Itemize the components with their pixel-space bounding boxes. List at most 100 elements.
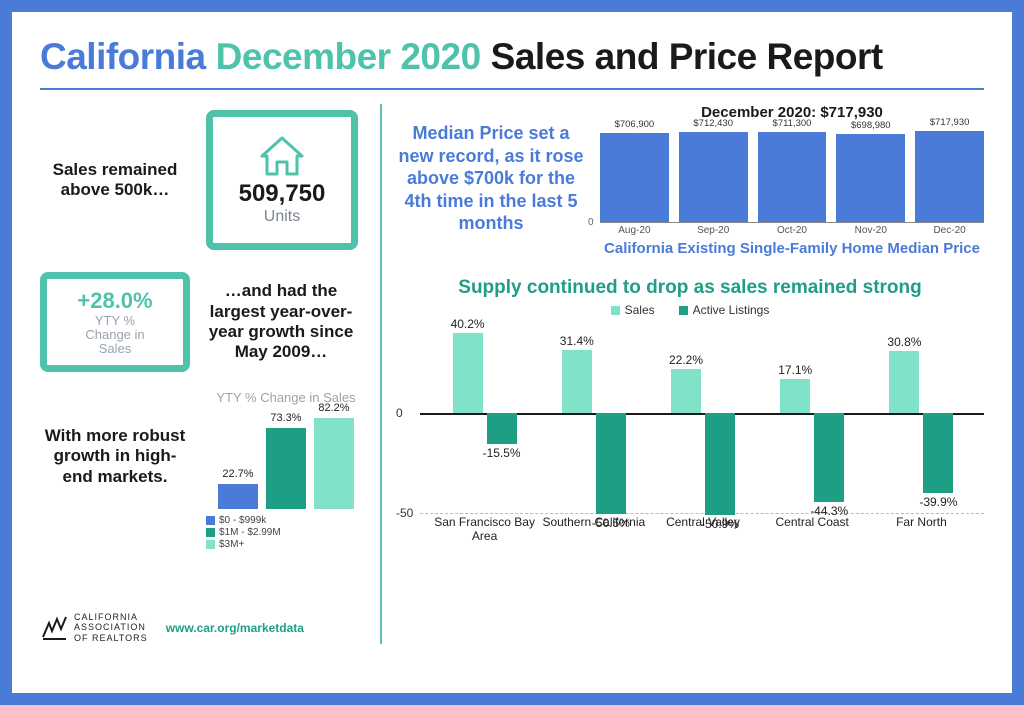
org-l1: CALIFORNIA <box>74 612 148 623</box>
yty-lbl-2: Change in <box>85 328 144 342</box>
supply-sales-value: 40.2% <box>438 317 498 331</box>
median-xlabel: Aug-20 <box>600 225 669 236</box>
supply-sales-bar <box>562 350 592 413</box>
median-xlabel: Oct-20 <box>758 225 827 236</box>
content-columns: Sales remained above 500k… 509,750 Units… <box>40 104 984 644</box>
right-column: Median Price set a new record, as it ros… <box>380 104 984 644</box>
left-row-2: +28.0% YTY % Change in Sales …and had th… <box>40 272 380 372</box>
supply-group: 31.4%-50.5% <box>539 323 648 523</box>
supply-xlabel: Central Valley <box>648 515 757 543</box>
marketdata-link[interactable]: www.car.org/marketdata <box>166 621 304 635</box>
car-org-text: CALIFORNIA ASSOCIATION OF REALTORS <box>74 612 148 644</box>
yty-bar-chart: YTY % Change in Sales 22.7%73.3%82.2% $0… <box>206 390 366 551</box>
legend-listings: Active Listings <box>679 303 770 317</box>
median-xlabel: Sep-20 <box>679 225 748 236</box>
supply-chart-groups: 40.2%-15.5%31.4%-50.5%22.2%-50.9%17.1%-4… <box>430 323 976 523</box>
yty-legend-swatch <box>206 540 215 549</box>
supply-xlabel: Far North <box>867 515 976 543</box>
largest-growth-text: …and had the largest year-over-year grow… <box>206 281 356 363</box>
yty-chart-legend: $0 - $999k$1M - $2.99M$3M+ <box>206 515 366 550</box>
median-bar: $711,300 <box>758 132 827 222</box>
supply-sales-value: 30.8% <box>874 335 934 349</box>
yty-bar: 73.3% <box>266 428 306 509</box>
median-zero-label: 0 <box>588 217 594 228</box>
robust-text: With more robust growth in high-end mark… <box>40 426 190 551</box>
yty-legend-item: $0 - $999k <box>206 515 366 526</box>
yty-legend-item: $1M - $2.99M <box>206 527 366 538</box>
median-bar: $712,430 <box>679 132 748 222</box>
legend-listings-label: Active Listings <box>693 303 770 317</box>
median-callout: Median Price set a new record, as it ros… <box>396 122 586 257</box>
median-bar-value: $717,930 <box>915 117 984 128</box>
report-page: California December 2020 Sales and Price… <box>12 12 1012 693</box>
median-bar: $706,900 <box>600 133 669 222</box>
realtors-icon <box>40 613 68 643</box>
supply-chart: 40.2%-15.5%31.4%-50.5%22.2%-50.9%17.1%-4… <box>396 323 984 543</box>
units-label: Units <box>264 208 300 226</box>
left-row-1: Sales remained above 500k… 509,750 Units <box>40 110 380 250</box>
supply-group: 22.2%-50.9% <box>648 323 757 523</box>
left-row-3: With more robust growth in high-end mark… <box>40 390 380 551</box>
median-chart-xlabels: Aug-20 Sep-20 Oct-20 Nov-20 Dec-20 <box>600 225 984 236</box>
yty-lbl-3: Sales <box>99 342 132 356</box>
left-footer: CALIFORNIA ASSOCIATION OF REALTORS www.c… <box>40 612 304 644</box>
median-price-chart: December 2020: $717,930 0 $706,900$712,4… <box>600 104 984 257</box>
supply-sales-bar <box>671 369 701 413</box>
supply-chart-xlabels: San Francisco Bay AreaSouthern Californi… <box>430 515 976 543</box>
supply-group: 17.1%-44.3% <box>758 323 867 523</box>
median-xlabel: Dec-20 <box>915 225 984 236</box>
title-part-1: California <box>40 36 206 78</box>
yty-legend-label: $3M+ <box>219 539 244 550</box>
legend-listings-swatch <box>679 306 688 315</box>
supply-sales-value: 31.4% <box>547 334 607 348</box>
title-part-3: Sales and Price Report <box>491 36 883 78</box>
yty-bar-value: 82.2% <box>314 402 354 414</box>
legend-sales: Sales <box>611 303 655 317</box>
median-bar: $717,930 <box>915 131 984 222</box>
supply-sales-value: 17.1% <box>765 363 825 377</box>
units-box: 509,750 Units <box>206 110 358 250</box>
median-bar-fill <box>915 131 984 222</box>
supply-listings-value: -15.5% <box>472 446 532 460</box>
supply-listings-bar <box>923 413 953 493</box>
supply-xlabel: Southern California <box>539 515 648 543</box>
supply-ylabel: 0 <box>396 406 403 420</box>
sales-above-text: Sales remained above 500k… <box>40 160 190 201</box>
org-l3: OF REALTORS <box>74 633 148 644</box>
supply-title: Supply continued to drop as sales remain… <box>396 277 984 299</box>
median-bar-value: $711,300 <box>758 118 827 129</box>
supply-legend: Sales Active Listings <box>396 303 984 317</box>
supply-listings-value: -39.9% <box>908 495 968 509</box>
median-bar-value: $706,900 <box>600 119 669 130</box>
median-row: Median Price set a new record, as it ros… <box>396 104 984 257</box>
median-chart-subtitle: California Existing Single-Family Home M… <box>600 240 984 257</box>
title-rule <box>40 88 984 90</box>
yty-change-box: +28.0% YTY % Change in Sales <box>40 272 190 372</box>
legend-sales-label: Sales <box>625 303 655 317</box>
supply-xlabel: Central Coast <box>758 515 867 543</box>
title-part-2: December 2020 <box>216 36 481 78</box>
median-xlabel: Nov-20 <box>836 225 905 236</box>
supply-group: 30.8% -39.9% <box>867 323 976 523</box>
median-bar: $698,980 <box>836 134 905 222</box>
median-bar-value: $698,980 <box>836 120 905 131</box>
median-chart-bars: 0 $706,900$712,430$711,300$698,980$717,9… <box>600 127 984 223</box>
supply-sales-bar <box>780 379 810 413</box>
yty-bar: 82.2% <box>314 418 354 509</box>
yty-legend-item: $3M+ <box>206 539 366 550</box>
yty-legend-label: $0 - $999k <box>219 515 266 526</box>
legend-sales-swatch <box>611 306 620 315</box>
car-logo: CALIFORNIA ASSOCIATION OF REALTORS <box>40 612 148 644</box>
yty-legend-swatch <box>206 516 215 525</box>
median-bar-fill <box>758 132 827 222</box>
yty-chart-bars: 22.7% 73.3%82.2% <box>206 409 366 509</box>
yty-bar-value: 22.7% <box>218 468 258 480</box>
supply-xlabel: San Francisco Bay Area <box>430 515 539 543</box>
yty-pct: +28.0% <box>77 288 152 314</box>
supply-listings-bar <box>814 413 844 502</box>
supply-listings-bar <box>705 413 735 515</box>
yty-legend-swatch <box>206 528 215 537</box>
org-l2: ASSOCIATION <box>74 622 148 633</box>
median-bar-value: $712,430 <box>679 118 748 129</box>
median-bar-fill <box>679 132 748 222</box>
